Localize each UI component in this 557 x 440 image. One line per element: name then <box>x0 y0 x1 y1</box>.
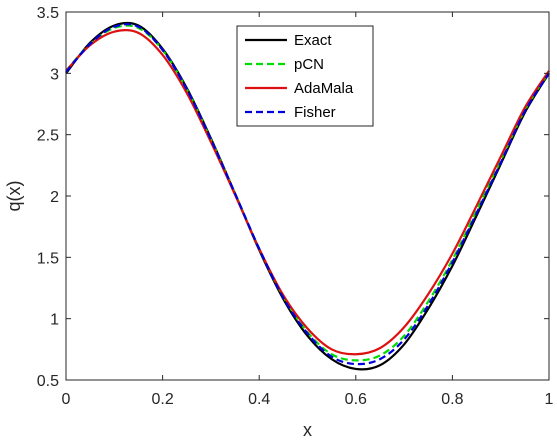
legend-label: pCN <box>294 56 324 73</box>
y-tick-label: 0.5 <box>37 373 59 390</box>
x-tick-label: 1 <box>545 391 554 408</box>
x-tick-label: 0.6 <box>345 391 367 408</box>
y-tick-label: 2 <box>50 189 59 206</box>
y-tick-label: 1.5 <box>37 250 59 267</box>
x-axis-label: x <box>303 420 312 440</box>
y-tick-label: 3 <box>50 66 59 83</box>
x-tick-label: 0 <box>62 391 71 408</box>
legend: Exact pCN AdaMala Fisher <box>236 25 374 127</box>
y-tick-label: 1 <box>50 312 59 329</box>
y-tick-label: 2.5 <box>37 128 59 145</box>
x-tick-label: 0.2 <box>151 391 173 408</box>
legend-label: AdaMala <box>294 80 354 97</box>
legend-label: Fisher <box>294 104 336 121</box>
legend-box <box>236 25 374 127</box>
ticks-layer: 0 0.2 0.4 0.6 0.8 1 0.5 1 1.5 2 2.5 3 3.5 <box>37 5 554 408</box>
y-tick-label: 3.5 <box>37 5 59 22</box>
series-layer <box>65 21 550 371</box>
y-axis-label: q(x) <box>4 181 24 212</box>
legend-label: Exact <box>294 32 332 49</box>
series-line-adamala <box>65 28 550 356</box>
series-line-fisher <box>65 23 550 366</box>
x-tick-label: 0.8 <box>441 391 463 408</box>
x-tick-label: 0.4 <box>248 391 270 408</box>
